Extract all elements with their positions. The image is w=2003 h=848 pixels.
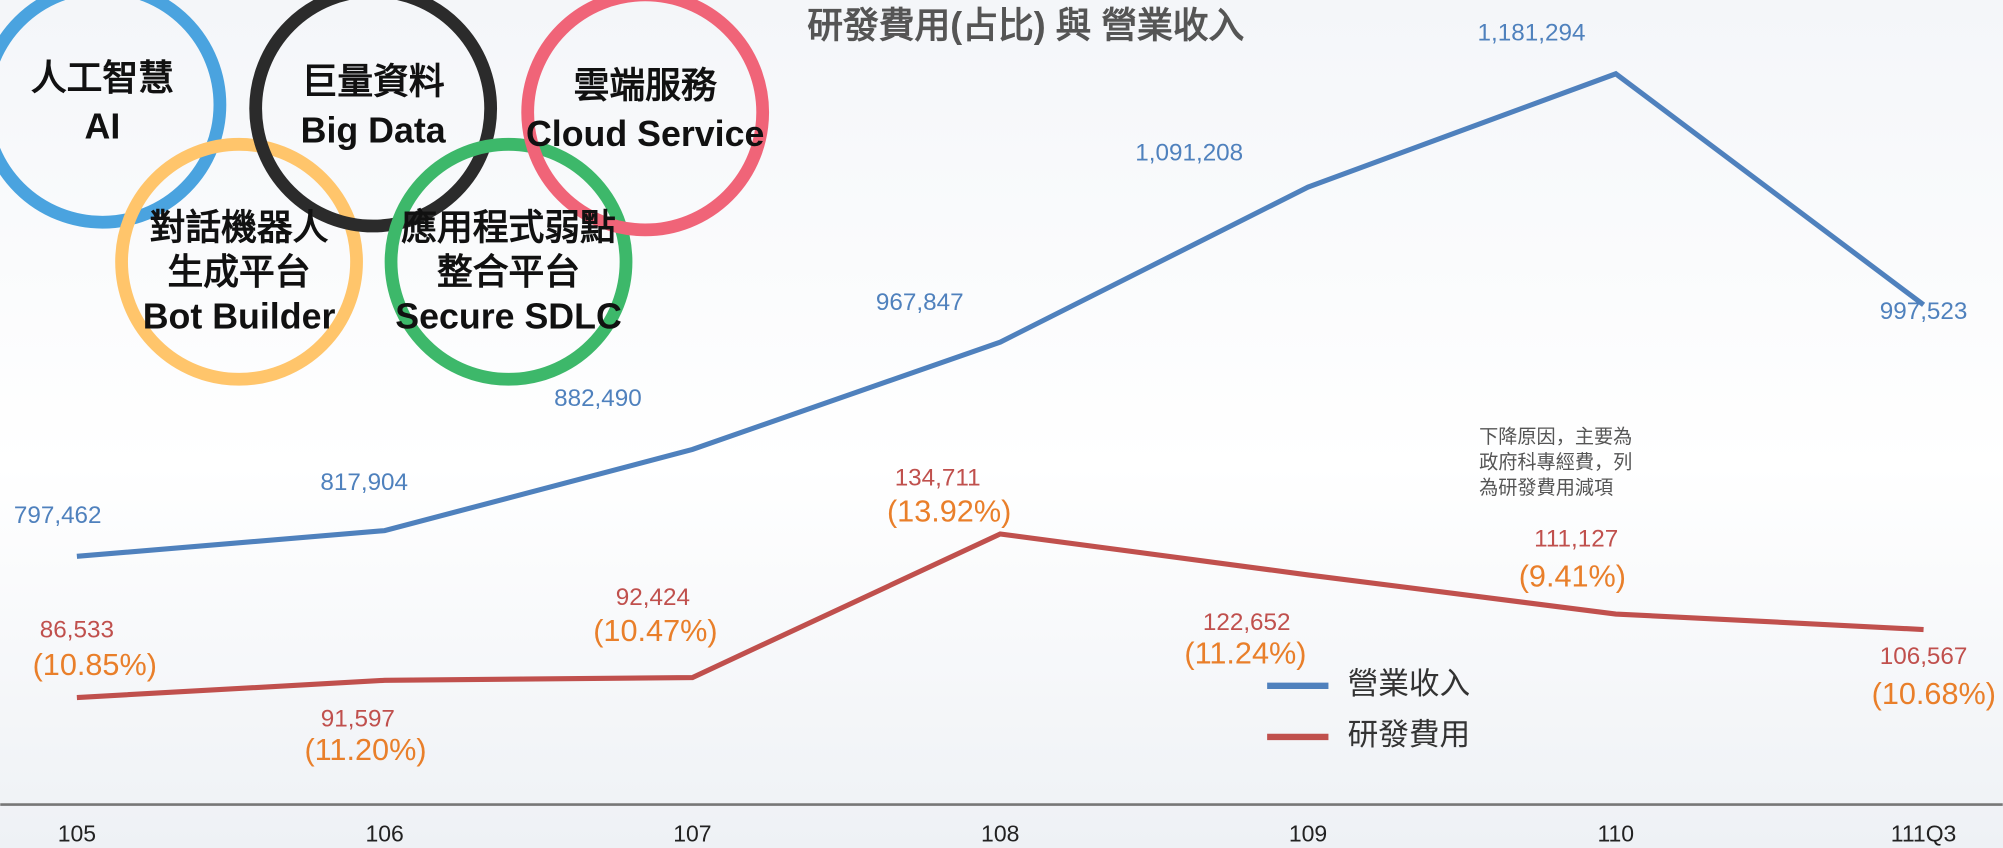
legend-label: 營業收入: [1348, 667, 1471, 701]
ratio-label: (11.24%): [1184, 636, 1306, 670]
ring: [384, 137, 633, 386]
x-tick-label: 110: [1597, 820, 1634, 846]
value-label: 797,462: [14, 502, 102, 529]
ring-label: 巨量資料: [302, 62, 445, 102]
x-tick-label: 111Q3: [1891, 820, 1957, 846]
ring-label: 應用程式弱點: [401, 207, 616, 247]
x-tick-label: 109: [1289, 820, 1327, 846]
chart-title: 研發費用(占比) 與 營業收入: [807, 6, 1244, 46]
ratio-label: (11.20%): [304, 733, 426, 767]
ratio-label: (10.85%): [33, 648, 157, 682]
x-tick-label: 108: [981, 820, 1019, 846]
value-label: 91,597: [321, 705, 395, 732]
ring: [521, 0, 770, 237]
ring-label: Big Data: [301, 110, 447, 150]
ring-label: 整合平台: [437, 252, 580, 292]
value-label: 967,847: [876, 289, 964, 316]
ratio-label: (13.92%): [887, 495, 1011, 529]
ratio-label: (9.41%): [1519, 559, 1626, 593]
ring: [115, 137, 363, 386]
series-line: [76, 70, 1926, 559]
ring-label: 對話機器人: [150, 207, 329, 247]
ring-label: Cloud Service: [526, 114, 764, 154]
value-label: 1,181,294: [1478, 20, 1586, 47]
ring-label: Bot Builder: [143, 297, 336, 337]
legend-label: 研發費用: [1348, 718, 1471, 752]
value-label: 134,711: [895, 464, 981, 491]
value-label: 106,567: [1880, 643, 1968, 670]
annotation: 下降原因，主要為: [1479, 426, 1632, 448]
ring-label: AI: [85, 106, 121, 146]
value-label: 817,904: [320, 469, 408, 496]
ratio-label: (10.47%): [593, 614, 717, 648]
series-line: [76, 531, 1924, 701]
value-label: 882,490: [554, 385, 642, 412]
ring-label: 生成平台: [168, 252, 311, 292]
ring: [249, 0, 498, 233]
value-label: 122,652: [1203, 609, 1291, 636]
value-label: 1,091,208: [1135, 139, 1243, 166]
annotation: 為研發費用減項: [1479, 477, 1613, 499]
x-tick-label: 106: [365, 820, 403, 846]
value-label: 92,424: [616, 584, 690, 611]
ring-label: Secure SDLC: [395, 297, 622, 337]
value-label: 997,523: [1880, 298, 1968, 325]
ratio-label: (10.68%): [1872, 677, 1996, 711]
ring: [0, 0, 227, 229]
ring-label: 雲端服務: [574, 66, 718, 106]
x-tick-label: 107: [673, 820, 711, 846]
value-label: 86,533: [40, 617, 114, 644]
ring-label: 人工智慧: [31, 58, 174, 98]
annotation: 政府科專經費，列: [1479, 452, 1632, 474]
value-label: 111,127: [1534, 525, 1618, 552]
x-tick-label: 105: [58, 820, 96, 846]
